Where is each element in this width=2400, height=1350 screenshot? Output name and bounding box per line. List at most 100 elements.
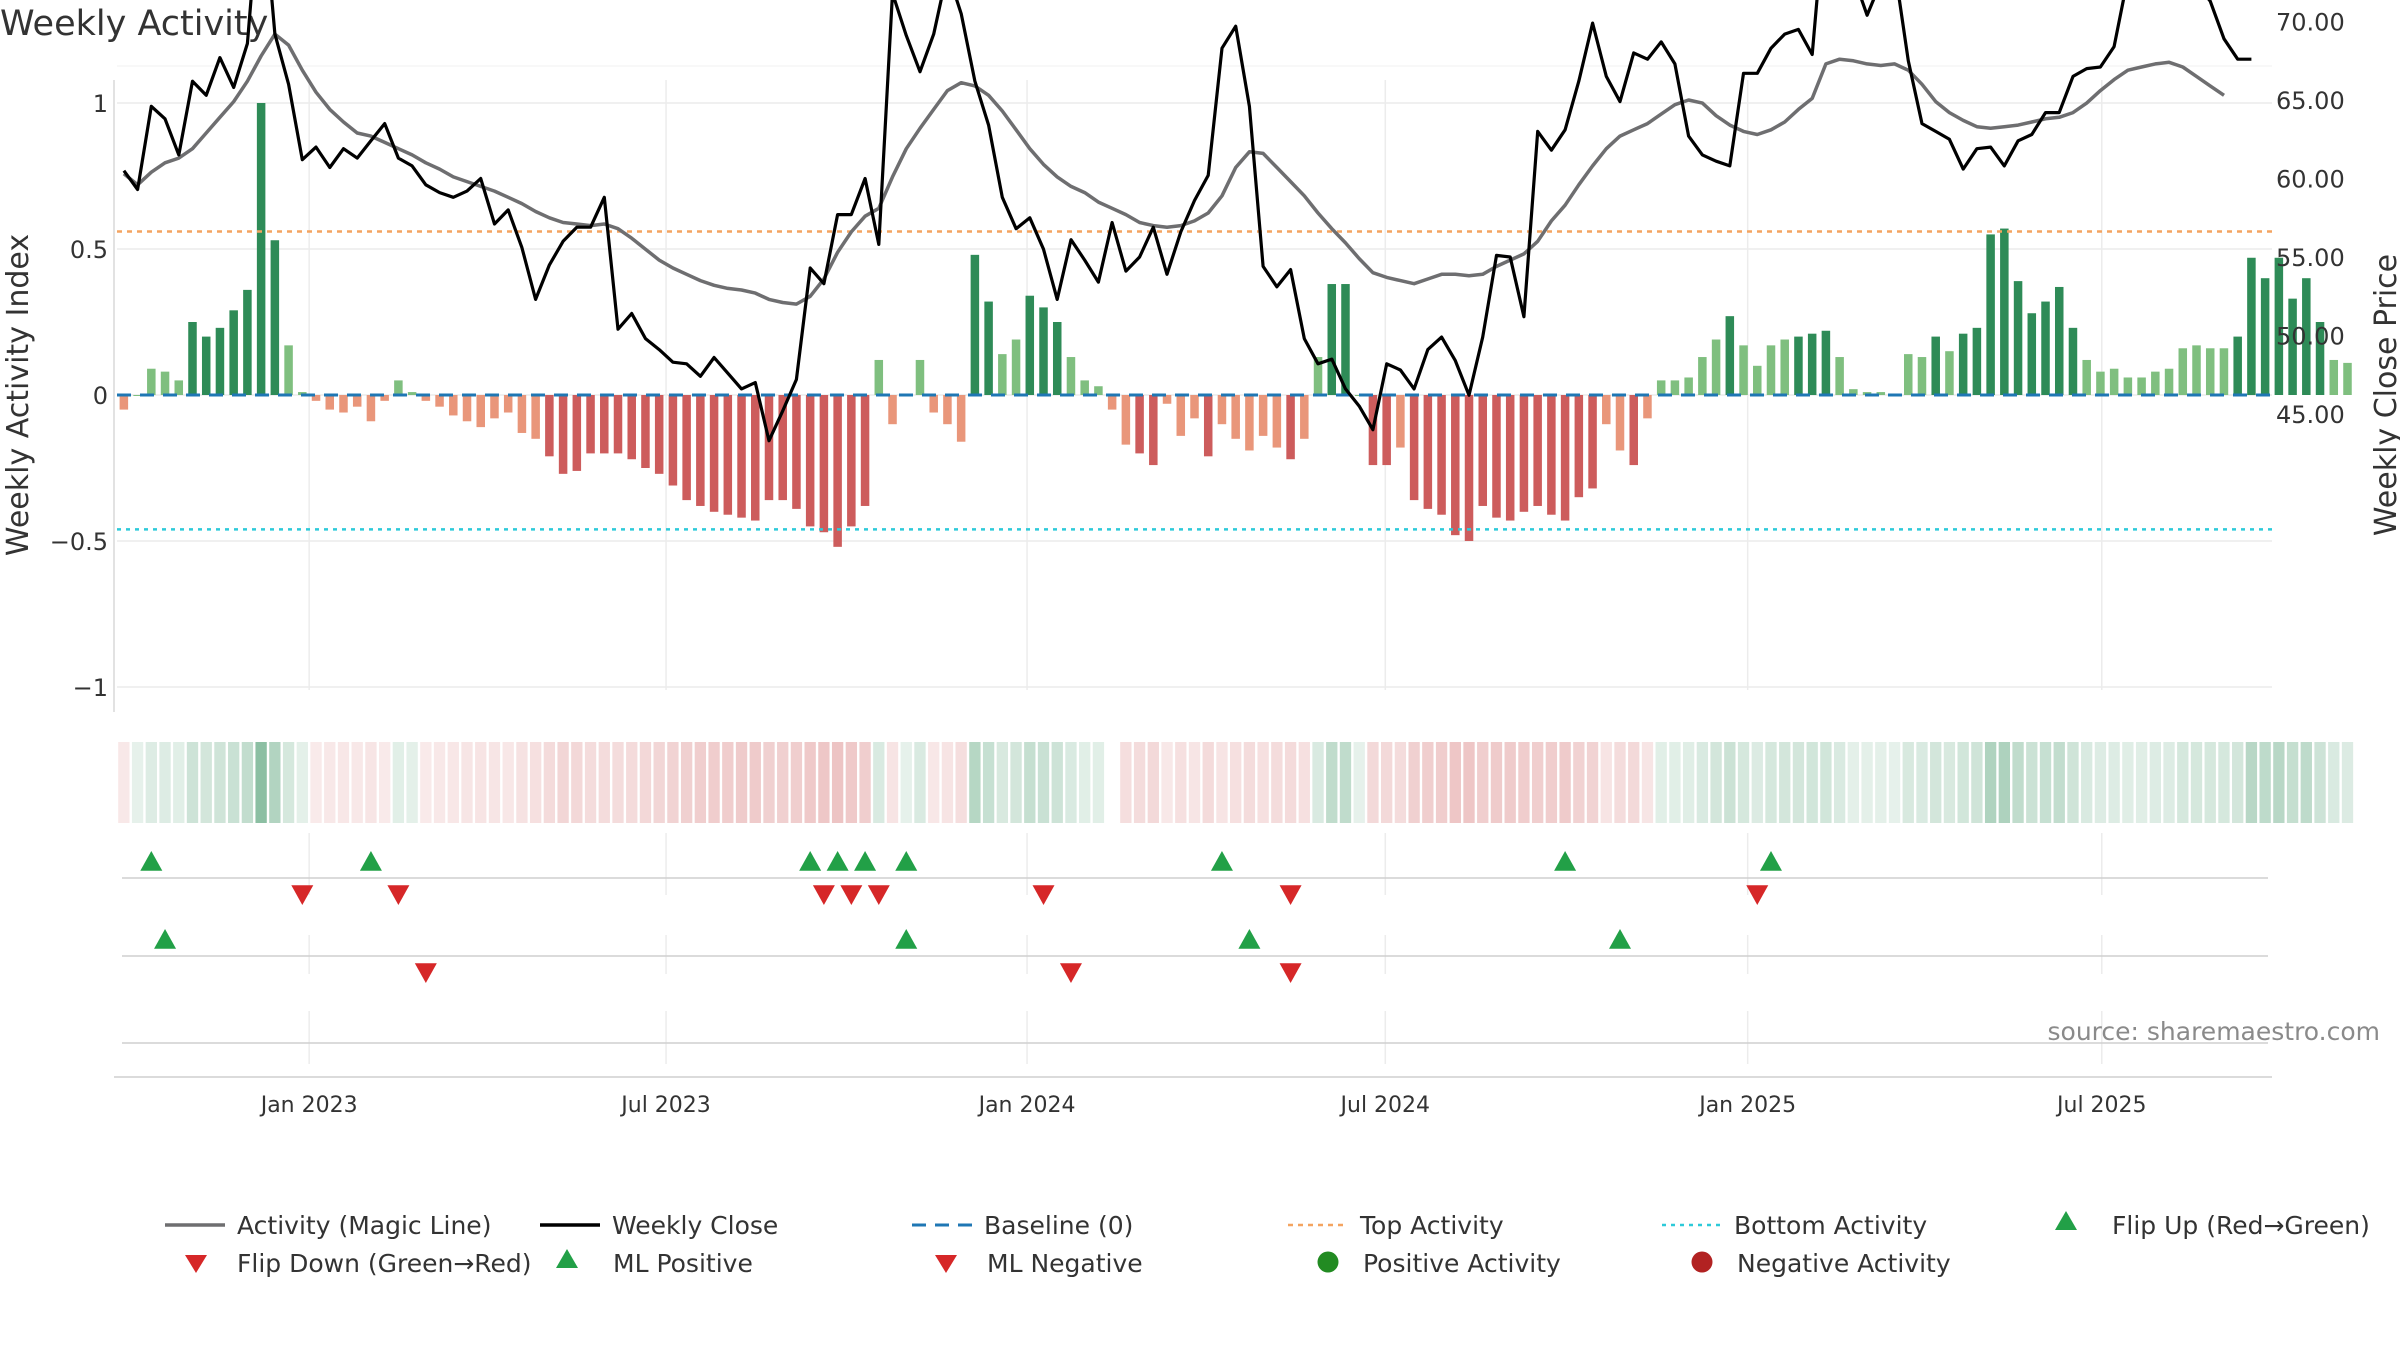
activity-bar: [2205, 348, 2215, 395]
activity-strip-cell: [461, 742, 473, 823]
y-tick-label: 0.5: [70, 236, 108, 264]
activity-bar: [1492, 395, 1501, 518]
activity-bar: [572, 395, 582, 471]
legend-label: Negative Activity: [1737, 1249, 1951, 1278]
activity-strip-cell: [996, 742, 1008, 823]
activity-bar: [503, 395, 513, 413]
activity-bar: [1451, 395, 1460, 536]
activity-bar: [709, 395, 719, 512]
activity-bar: [641, 395, 650, 468]
activity-strip-cell: [488, 742, 501, 823]
activity-bar: [311, 395, 321, 401]
flip-down-marker: [867, 885, 890, 905]
activity-strip-cell: [433, 742, 446, 823]
activity-bar: [407, 392, 417, 395]
activity-strip-cell: [1861, 742, 1873, 823]
activity-strip-cell: [1312, 742, 1324, 823]
activity-bar: [243, 289, 252, 395]
activity-bar: [1039, 307, 1048, 395]
activity-strip-cell: [324, 742, 336, 823]
ml-positive-marker: [1238, 929, 1261, 949]
activity-bar: [1176, 395, 1186, 436]
activity-strip-cell: [1518, 742, 1530, 823]
activity-strip-cell: [406, 742, 418, 823]
activity-strip-cell: [1806, 742, 1818, 823]
activity-strip-cell: [1422, 742, 1434, 823]
legend-swatch: [2055, 1211, 2077, 1230]
weekly-close-series: [122, 0, 2252, 443]
activity-strip-cell: [337, 742, 350, 823]
activity-strip-cell: [1353, 742, 1365, 823]
activity-strip-cell: [1216, 742, 1228, 823]
ml-negative-marker: [414, 963, 437, 983]
activity-strip-cell: [1243, 742, 1256, 823]
legend-item-flipup: Flip Up (Red→Green): [2055, 1211, 2370, 1240]
y-tick-label: 1: [93, 90, 108, 118]
magic-line-series: [122, 32, 2225, 306]
y2-tick-label: 45.00: [2276, 401, 2345, 429]
activity-bar: [435, 395, 444, 407]
flip-up-marker: [826, 851, 849, 871]
activity-strip-cell: [2026, 742, 2038, 823]
activity-strip-cell: [1600, 742, 1612, 823]
flip-down-marker: [387, 885, 410, 905]
activity-bar: [2343, 362, 2352, 395]
legend-label: ML Positive: [613, 1249, 753, 1278]
activity-bar: [366, 395, 376, 422]
activity-bar: [613, 395, 623, 454]
activity-strip-cell: [1024, 742, 1036, 823]
activity-strip-cell: [1737, 742, 1750, 823]
activity-strip-cell: [296, 742, 308, 823]
y2-tick-label: 65.00: [2276, 87, 2345, 115]
activity-bar: [737, 395, 746, 518]
activity-strip-cell: [1902, 742, 1914, 823]
activity-bar: [2123, 377, 2133, 395]
activity-bar: [2082, 359, 2091, 395]
activity-strip-cell: [2081, 742, 2093, 823]
x-tick-label: Jul 2023: [619, 1093, 711, 1118]
activity-bar: [531, 395, 540, 439]
activity-strip-cell: [1120, 742, 1132, 823]
activity-strip-cell: [639, 742, 652, 823]
x-tick-label: Jan 2024: [977, 1093, 1076, 1118]
activity-strip-cell: [1847, 742, 1860, 823]
activity-strip-cell: [1037, 742, 1050, 823]
activity-strip-cell: [1710, 742, 1722, 823]
activity-strip-cell: [612, 742, 624, 823]
ml-positive-marker: [154, 929, 177, 949]
activity-bar: [201, 336, 211, 395]
activity-strip-cell: [1271, 742, 1283, 823]
activity-strip-cell: [1531, 742, 1544, 823]
activity-bar: [1835, 357, 1844, 395]
activity-bar: [723, 395, 733, 515]
legend-swatch: [185, 1255, 207, 1273]
activity-bar: [2013, 281, 2023, 395]
flip-up-marker: [854, 851, 877, 871]
y-axis-title: Weekly Activity Index: [1, 234, 36, 556]
activity-strip-cell: [1463, 742, 1475, 823]
activity-bar: [751, 395, 760, 521]
activity-bar: [2164, 368, 2174, 395]
activity-strip-cell: [1394, 742, 1407, 823]
activity-bar: [545, 395, 554, 457]
activity-bar: [1725, 316, 1735, 395]
activity-strip-cell: [475, 742, 487, 823]
activity-strip-cell: [2259, 742, 2271, 823]
activity-bar: [2233, 336, 2242, 395]
activity-strip-cell: [818, 742, 830, 823]
activity-strip-cell: [392, 742, 405, 823]
activity-strip-cell: [529, 742, 542, 823]
activity-bar: [1286, 395, 1295, 460]
activity-strip-cell: [584, 742, 597, 823]
activity-bar: [215, 327, 225, 395]
activity-bar: [2329, 359, 2339, 395]
activity-strip-cell: [667, 742, 679, 823]
activity-bar: [1931, 336, 1940, 395]
flip-up-marker: [359, 851, 382, 871]
activity-strip-cell: [2053, 742, 2065, 823]
activity-bar: [1066, 357, 1076, 395]
activity-strip-cell: [173, 742, 185, 823]
activity-strip-cell: [1545, 742, 1558, 823]
activity-strip-cell: [2314, 742, 2326, 823]
activity-bar: [2315, 322, 2325, 395]
